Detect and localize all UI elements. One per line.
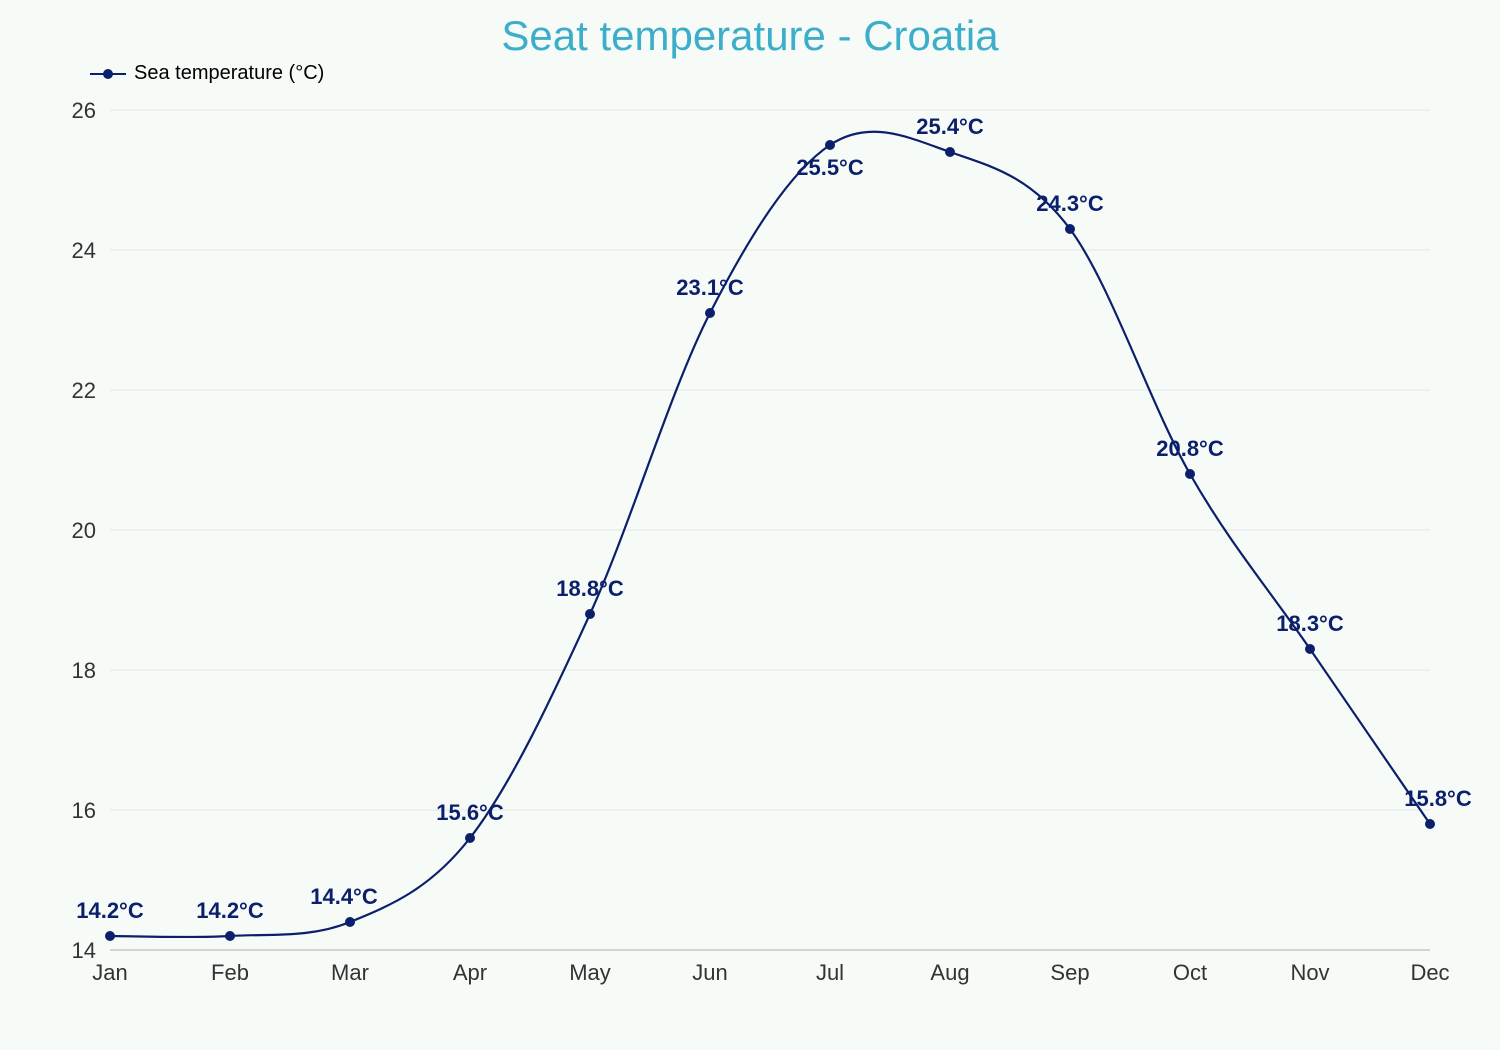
y-tick-label: 24 [72,238,96,263]
data-label: 15.8°C [1404,786,1472,811]
y-tick-label: 26 [72,100,96,123]
series-point [705,308,715,318]
series-point [945,147,955,157]
x-tick-label: Jan [92,960,127,985]
series-point [1065,224,1075,234]
series-point [225,931,235,941]
y-tick-label: 22 [72,378,96,403]
data-label: 14.2°C [196,898,264,923]
x-tick-label: Mar [331,960,369,985]
x-tick-label: Dec [1410,960,1449,985]
series-point [1305,644,1315,654]
x-tick-label: Sep [1050,960,1089,985]
x-tick-label: Apr [453,960,487,985]
chart-svg: 14161820222426JanFebMarAprMayJunJulAugSe… [60,100,1480,990]
x-tick-label: Oct [1173,960,1207,985]
x-tick-label: May [569,960,611,985]
series-point [825,140,835,150]
data-label: 14.2°C [76,898,144,923]
series-point [465,833,475,843]
series-line [110,132,1430,937]
x-tick-label: Jul [816,960,844,985]
x-tick-label: Jun [692,960,727,985]
y-tick-label: 16 [72,798,96,823]
chart-title: Seat temperature - Croatia [501,12,998,60]
data-label: 25.4°C [916,114,984,139]
series-point [585,609,595,619]
y-tick-label: 18 [72,658,96,683]
data-label: 18.8°C [556,576,624,601]
x-tick-label: Aug [930,960,969,985]
legend: Sea temperature (°C) [90,62,324,85]
plot-area: 14161820222426JanFebMarAprMayJunJulAugSe… [60,100,1480,990]
data-label: 20.8°C [1156,436,1224,461]
series-point [1185,469,1195,479]
data-label: 24.3°C [1036,191,1104,216]
x-tick-label: Feb [211,960,249,985]
x-tick-label: Nov [1290,960,1329,985]
data-label: 25.5°C [796,155,864,180]
y-tick-label: 20 [72,518,96,543]
series-point [105,931,115,941]
data-label: 15.6°C [436,800,504,825]
data-label: 14.4°C [310,884,378,909]
legend-marker-icon [90,73,126,75]
chart-container: Seat temperature - Croatia Sea temperatu… [0,0,1500,1050]
series-point [1425,819,1435,829]
data-label: 23.1°C [676,275,744,300]
data-label: 18.3°C [1276,611,1344,636]
legend-label: Sea temperature (°C) [134,62,324,85]
series-point [345,917,355,927]
